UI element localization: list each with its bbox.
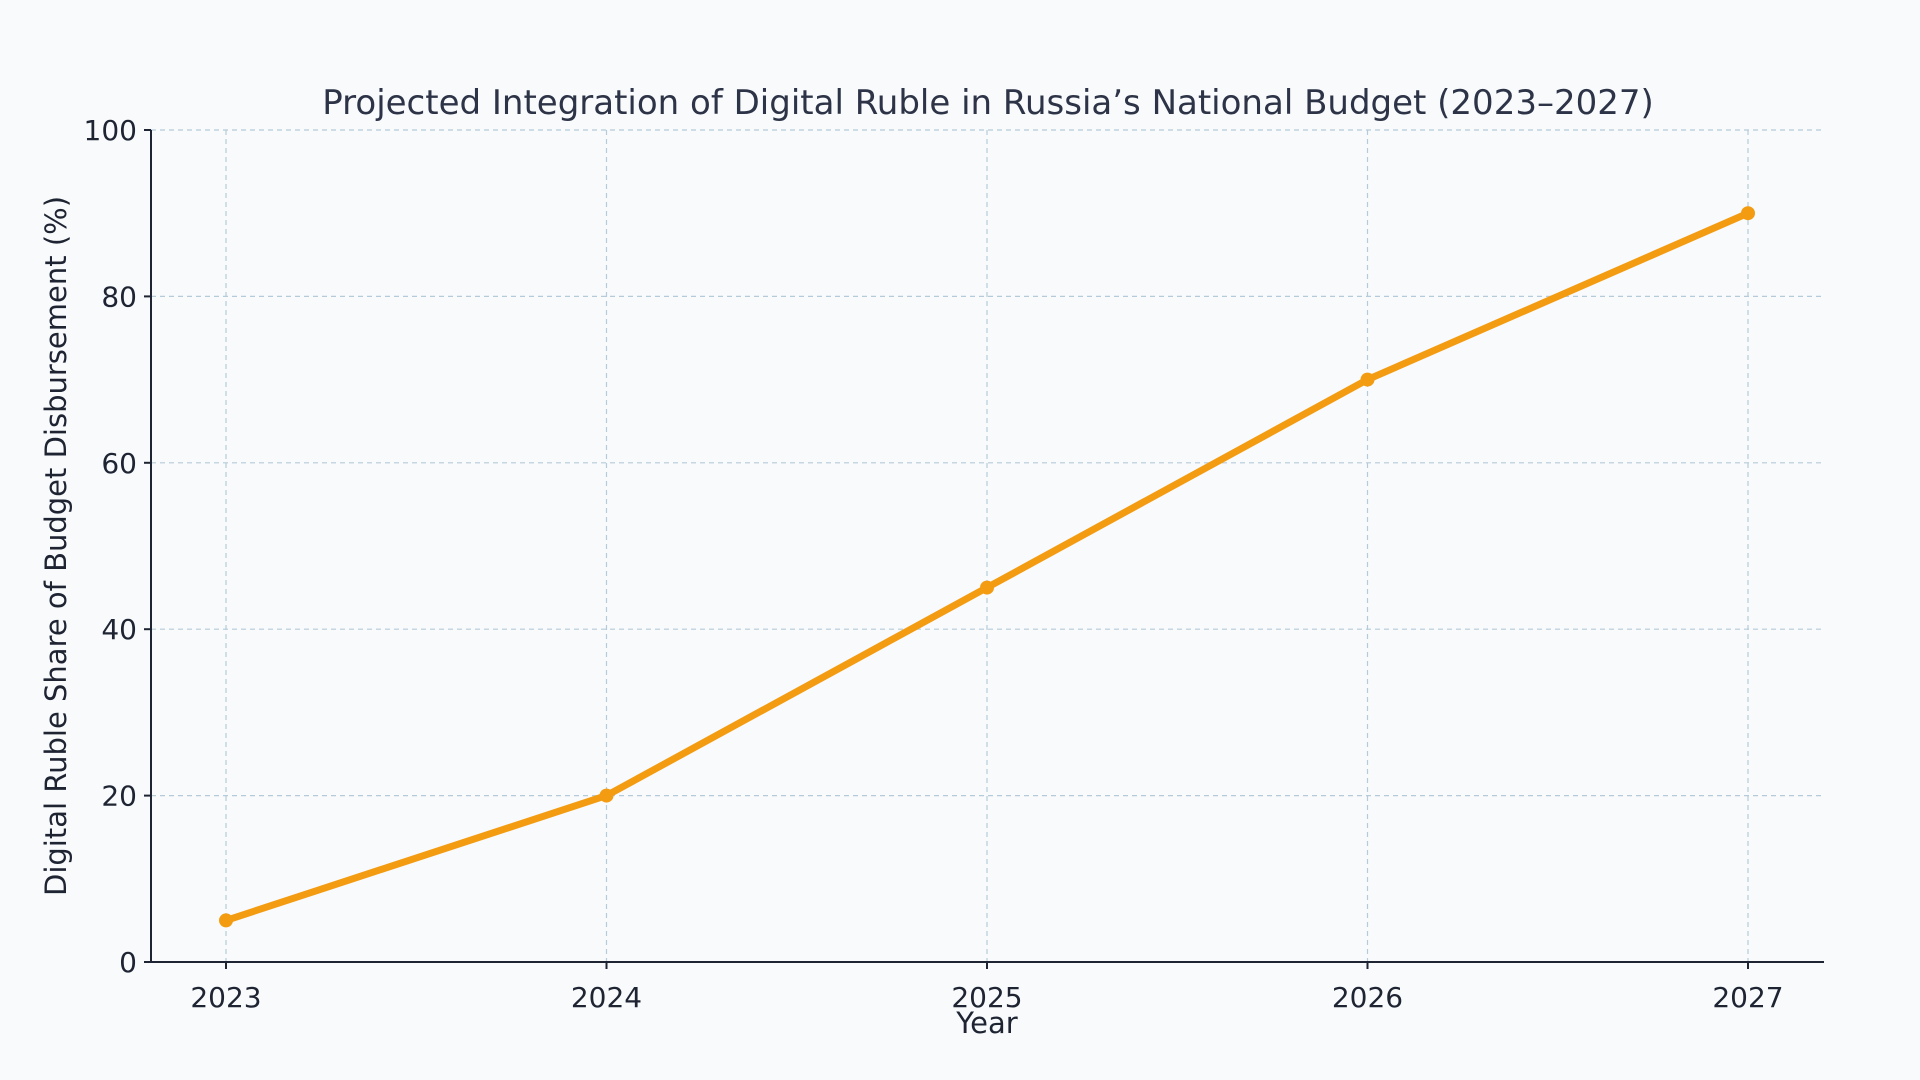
x-axis-label: Year [955, 1006, 1017, 1040]
y-tick-label: 80 [101, 280, 137, 313]
x-tick-label: 2026 [1332, 981, 1403, 1014]
chart-title: Projected Integration of Digital Ruble i… [322, 83, 1654, 123]
x-tick-label: 2027 [1712, 981, 1783, 1014]
axes-layer: 2023 2024 2025 2026 2027 0 20 40 60 80 100 [84, 114, 1824, 1014]
y-tick-label: 60 [101, 447, 137, 480]
y-tick-label: 40 [101, 613, 137, 646]
labels-layer: Projected Integration of Digital Ruble i… [39, 83, 1654, 1040]
data-point [599, 788, 614, 803]
series-layer [219, 206, 1755, 928]
x-tick-label: 2023 [190, 981, 261, 1014]
y-tick-label: 0 [119, 946, 137, 979]
data-point [1741, 206, 1755, 221]
grid-layer [151, 129, 1824, 962]
data-point [980, 580, 994, 595]
y-tick-label: 20 [101, 780, 137, 813]
y-axis-label: Digital Ruble Share of Budget Disburseme… [39, 196, 73, 896]
data-point [1360, 372, 1375, 387]
x-tick-label: 2025 [951, 981, 1022, 1014]
y-tick-label: 100 [84, 114, 137, 147]
x-tick-label: 2024 [571, 981, 642, 1014]
data-point [219, 913, 233, 928]
